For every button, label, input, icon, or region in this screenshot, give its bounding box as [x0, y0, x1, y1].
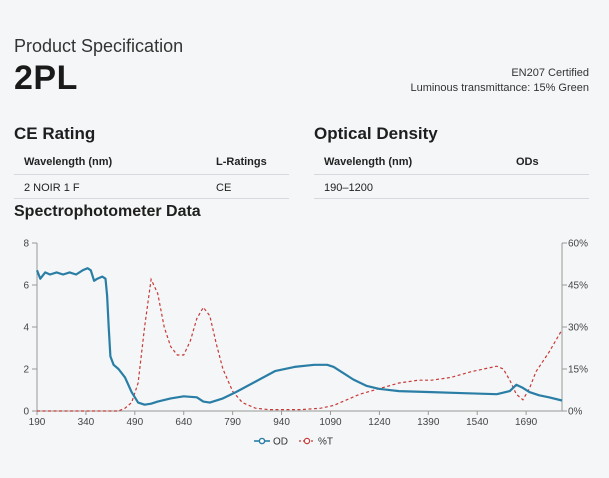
od-series-line — [35, 267, 563, 406]
x-tick-label: 1690 — [515, 417, 538, 428]
x-tick-label: 1090 — [319, 417, 342, 428]
x-tick-label: 940 — [273, 417, 290, 428]
table-header-row: Wavelength (nm) ODs — [314, 152, 589, 175]
certification-block: EN207 Certified Luminous transmittance: … — [410, 66, 589, 96]
header: Product Specification 2PL EN207 Certifie… — [14, 36, 589, 96]
column-header: ODs — [506, 152, 589, 175]
transmittance-series-line — [37, 277, 563, 412]
legend-t-label: %T — [318, 437, 333, 448]
column-header: Wavelength (nm) — [314, 152, 506, 175]
page-kicker: Product Specification — [14, 36, 184, 56]
table-cell — [506, 174, 589, 199]
product-model: 2PL — [14, 59, 78, 97]
section-title: CE Rating — [14, 124, 96, 143]
x-tick-label: 340 — [78, 417, 95, 428]
y-left-tick-label: 2 — [23, 365, 29, 376]
legend-od-marker — [258, 437, 266, 445]
ce-rating-section: CE Rating Wavelength (nm) L-Ratings 2 NO… — [14, 124, 289, 199]
table-cell: 190–1200 — [314, 174, 506, 199]
y-right-tick-label: 0% — [568, 407, 583, 418]
optical-density-table: Wavelength (nm) ODs 190–1200 — [314, 152, 589, 199]
y-left-tick-label: 0 — [23, 407, 29, 418]
y-left-tick-label: 8 — [23, 239, 29, 250]
y-right-tick-label: 45% — [568, 281, 588, 292]
table-cell: 2 NOIR 1 F — [14, 174, 206, 199]
table-row: 2 NOIR 1 F CE — [14, 174, 289, 199]
column-header: L-Ratings — [206, 152, 289, 175]
x-tick-label: 1390 — [417, 417, 440, 428]
optical-density-section: Optical Density Wavelength (nm) ODs 190–… — [314, 124, 589, 199]
y-right-tick-label: 15% — [568, 365, 588, 376]
transmittance-line: Luminous transmittance: 15% Green — [410, 82, 589, 94]
y-left-tick-label: 4 — [23, 323, 29, 334]
y-left-tick-label: 6 — [23, 281, 29, 292]
x-tick-label: 1540 — [466, 417, 489, 428]
section-title: Optical Density — [314, 124, 438, 143]
table-row: 190–1200 — [314, 174, 589, 199]
certification-line: EN207 Certified — [511, 67, 589, 79]
x-tick-label: 790 — [224, 417, 241, 428]
x-tick-label: 190 — [29, 417, 46, 428]
x-tick-label: 640 — [175, 417, 192, 428]
y-right-tick-label: 30% — [568, 323, 588, 334]
column-header: Wavelength (nm) — [14, 152, 206, 175]
legend-od-label: OD — [273, 437, 288, 448]
table-cell: CE — [206, 174, 289, 199]
x-tick-label: 490 — [126, 417, 143, 428]
x-tick-label: 1240 — [368, 417, 391, 428]
chart-title: Spectrophotometer Data — [14, 203, 201, 220]
ce-rating-table: Wavelength (nm) L-Ratings 2 NOIR 1 F CE — [14, 152, 289, 199]
spectrophotometer-chart: 0 2 4 6 8 0% 15% 30% 45% 60% 190 340 490 640 790 940 109… — [23, 239, 588, 448]
table-header-row: Wavelength (nm) L-Ratings — [14, 152, 289, 175]
legend-t-marker — [303, 437, 311, 445]
y-right-tick-label: 60% — [568, 239, 588, 250]
